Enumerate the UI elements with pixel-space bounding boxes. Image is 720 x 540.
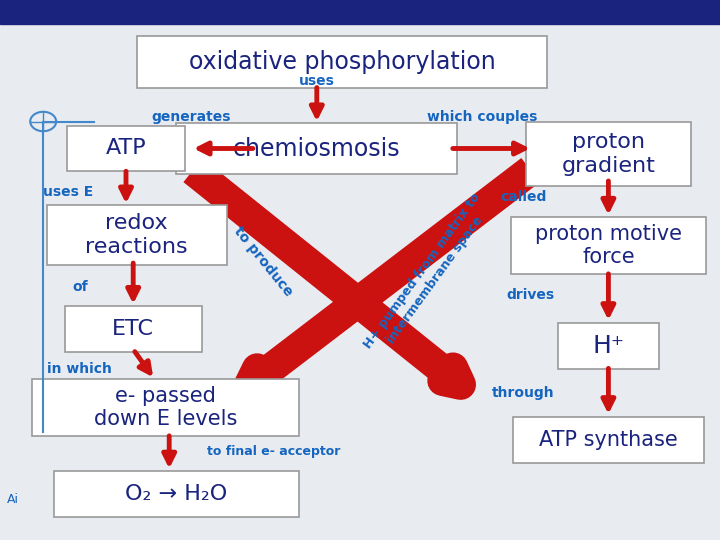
Text: in which: in which	[47, 362, 112, 376]
FancyBboxPatch shape	[558, 322, 659, 368]
Text: redox
reactions: redox reactions	[86, 213, 188, 256]
Text: ATP synthase: ATP synthase	[539, 430, 678, 450]
Text: O₂ → H₂O: O₂ → H₂O	[125, 484, 228, 504]
Text: uses: uses	[299, 74, 335, 88]
Text: of: of	[72, 280, 88, 294]
Text: called: called	[501, 190, 547, 204]
FancyBboxPatch shape	[511, 217, 706, 274]
Text: which couples: which couples	[427, 110, 538, 124]
Text: e- passed
down E levels: e- passed down E levels	[94, 386, 238, 429]
Text: uses E: uses E	[43, 185, 94, 199]
Text: drives: drives	[506, 288, 554, 302]
FancyBboxPatch shape	[65, 306, 202, 352]
Text: to produce: to produce	[230, 225, 295, 299]
Text: oxidative phosphorylation: oxidative phosphorylation	[189, 50, 495, 74]
FancyBboxPatch shape	[32, 379, 299, 436]
Text: proton
gradient: proton gradient	[562, 132, 655, 176]
Text: H+ pumped from matrix to
intermembrane space: H+ pumped from matrix to intermembrane s…	[361, 191, 495, 360]
FancyBboxPatch shape	[176, 123, 457, 174]
Text: through: through	[492, 386, 554, 400]
Bar	[0, 0, 720, 24]
FancyBboxPatch shape	[526, 122, 691, 186]
FancyBboxPatch shape	[66, 126, 186, 172]
Text: ETC: ETC	[112, 319, 154, 340]
FancyBboxPatch shape	[137, 36, 547, 87]
FancyBboxPatch shape	[513, 417, 704, 463]
FancyBboxPatch shape	[47, 205, 227, 265]
Text: H⁺: H⁺	[593, 334, 624, 357]
Text: generates: generates	[151, 110, 230, 124]
Text: Ai: Ai	[7, 493, 19, 506]
Text: to final e- acceptor: to final e- acceptor	[207, 445, 341, 458]
Text: chemiosmosis: chemiosmosis	[233, 137, 400, 160]
FancyBboxPatch shape	[54, 471, 299, 517]
Text: ATP: ATP	[106, 138, 146, 159]
Text: proton motive
force: proton motive force	[535, 224, 682, 267]
